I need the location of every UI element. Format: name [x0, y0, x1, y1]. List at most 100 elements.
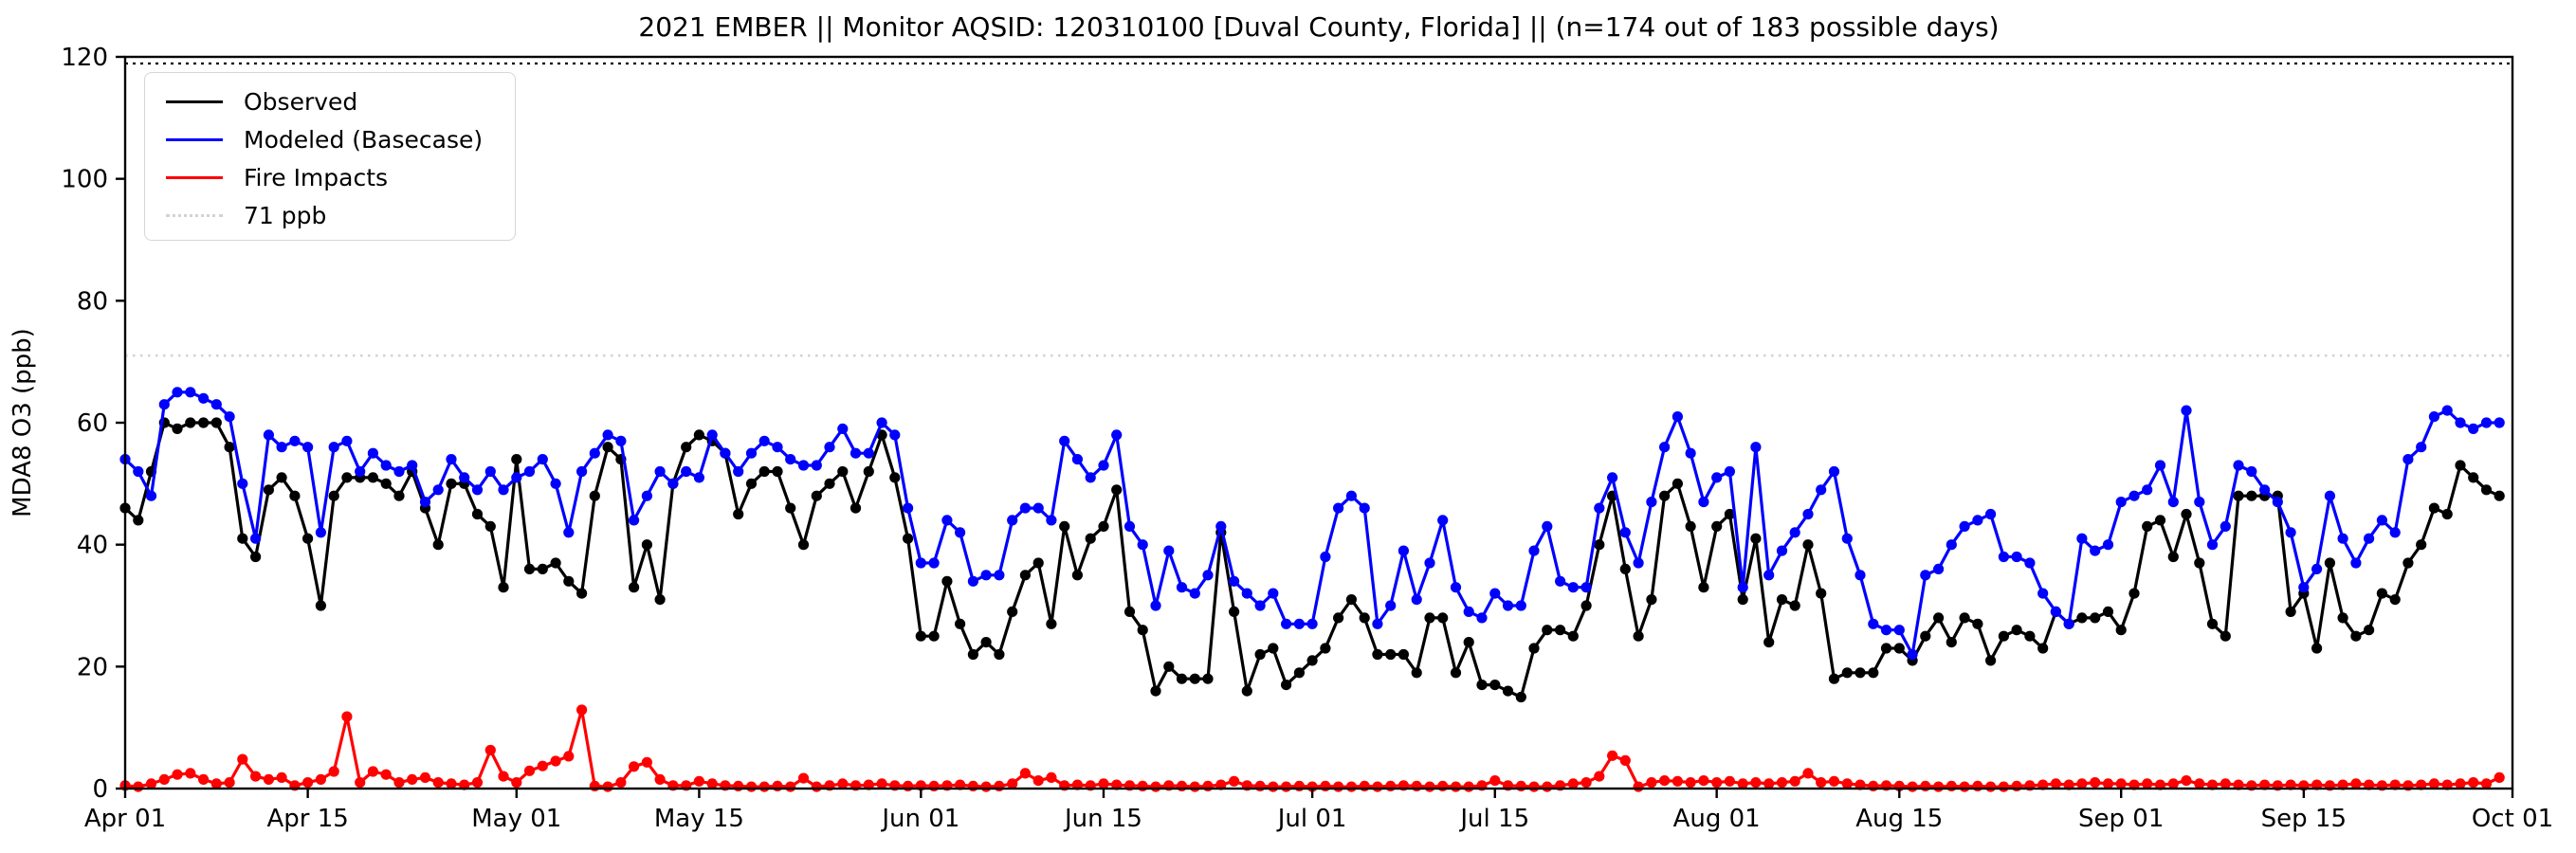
observed-point: [328, 490, 339, 501]
observed-point: [1985, 655, 1997, 666]
modeled-point: [1046, 515, 1057, 526]
observed-point: [1085, 533, 1096, 544]
modeled-point: [1306, 618, 1318, 629]
observed-point: [745, 478, 758, 489]
observed-point: [2285, 606, 2296, 618]
modeled-point: [276, 442, 287, 453]
modeled-point: [980, 570, 992, 581]
modeled-point: [994, 570, 1005, 581]
fire-point: [2494, 771, 2505, 784]
observed-point: [2220, 630, 2231, 642]
fire-point: [641, 756, 653, 768]
modeled-point: [341, 435, 353, 446]
observed-point: [133, 515, 144, 526]
modeled-markers: [119, 387, 2505, 661]
x-tick-label: Sep 15: [2261, 805, 2347, 833]
fire-point: [1672, 775, 1683, 787]
modeled-point: [1737, 582, 1748, 593]
modeled-point: [367, 447, 378, 459]
fire-point: [1959, 781, 1970, 792]
observed-point: [198, 417, 210, 428]
observed-point: [185, 417, 196, 428]
observed-point: [1880, 643, 1892, 654]
observed-point: [2011, 625, 2022, 636]
modeled-point: [2441, 405, 2453, 416]
modeled-point: [250, 533, 262, 544]
modeled-point: [641, 490, 653, 501]
modeled-point: [1685, 447, 1696, 459]
observed-point: [1841, 667, 1853, 679]
modeled-point: [1450, 582, 1462, 593]
modeled-point: [1580, 582, 1592, 593]
legend: Observed Modeled (Basecase) Fire Impacts…: [144, 72, 516, 241]
modeled-point: [2246, 465, 2257, 478]
fire-point: [1528, 781, 1540, 792]
fire-point: [1385, 780, 1397, 792]
fire-point: [903, 780, 914, 792]
modeled-point: [589, 447, 600, 459]
observed-point: [1111, 484, 1123, 496]
fire-point: [276, 771, 287, 784]
modeled-point: [2376, 515, 2387, 526]
observed-point: [602, 442, 613, 453]
modeled-point: [1229, 575, 1240, 587]
fire-point: [1659, 775, 1671, 787]
fire-point: [393, 777, 405, 789]
modeled-point: [1659, 442, 1671, 453]
modeled-point: [1398, 545, 1409, 556]
fire-point: [837, 778, 849, 789]
observed-point: [1450, 667, 1462, 679]
modeled-point: [2402, 454, 2414, 465]
fire-point: [1137, 780, 1148, 792]
fire-point: [237, 753, 248, 765]
modeled-point: [2285, 527, 2296, 538]
fire-point: [185, 768, 196, 779]
observed-point: [1229, 606, 1240, 618]
modeled-point: [484, 465, 496, 478]
modeled-point: [1111, 429, 1123, 441]
observed-point: [811, 490, 822, 501]
fire-point: [302, 777, 314, 789]
threshold-line-sample: [166, 213, 223, 217]
modeled-point: [2272, 497, 2283, 508]
fire-point: [745, 781, 758, 792]
observed-point: [1320, 643, 1331, 654]
legend-item-observed: Observed: [166, 82, 515, 120]
fire-point: [1580, 777, 1592, 789]
y-axis-label: MDA8 O3 (ppb): [9, 328, 37, 517]
observed-point: [1959, 612, 1970, 624]
observed-point: [1515, 691, 1526, 703]
modeled-point: [1032, 502, 1044, 514]
modeled-point: [537, 454, 548, 465]
y-tick-label: 20: [77, 653, 108, 681]
modeled-point: [1463, 606, 1474, 618]
fire-point: [1789, 775, 1800, 787]
observed-point: [1555, 625, 1566, 636]
modeled-point: [380, 460, 392, 471]
fire-point: [2102, 778, 2114, 789]
observed-point: [2311, 643, 2323, 654]
fire-point: [210, 778, 222, 789]
modeled-point: [432, 484, 444, 496]
observed-point: [1071, 570, 1083, 581]
modeled-point: [1816, 484, 1827, 496]
legend-label-modeled: Modeled (Basecase): [244, 125, 484, 154]
modeled-point: [928, 557, 940, 569]
observed-point: [2194, 557, 2205, 569]
fire-point: [224, 777, 235, 789]
observed-point: [1281, 680, 1292, 691]
modeled-point: [419, 497, 431, 508]
fire-point: [250, 771, 262, 782]
x-tick-label: May 15: [654, 805, 744, 833]
modeled-point: [446, 454, 457, 465]
modeled-point: [693, 472, 705, 483]
modeled-point: [1555, 575, 1566, 587]
observed-point: [2115, 625, 2127, 636]
modeled-point: [1802, 508, 1814, 520]
observed-point: [1059, 520, 1070, 533]
observed-point: [1046, 618, 1057, 629]
fire-point: [432, 777, 444, 789]
modeled-point: [837, 423, 849, 434]
fire-point: [1254, 780, 1266, 792]
